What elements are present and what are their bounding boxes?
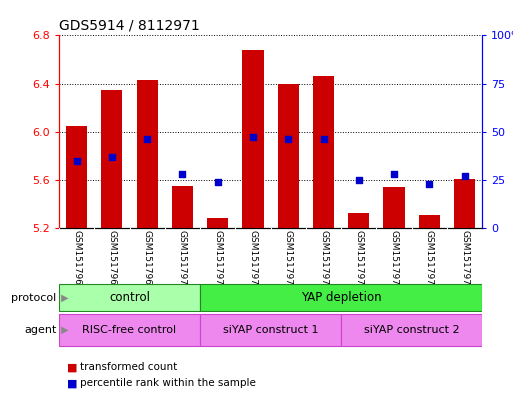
Point [284,136,292,143]
Bar [313,76,334,228]
Text: ▶: ▶ [58,325,69,335]
Text: GSM1517971: GSM1517971 [213,230,222,291]
Point [425,180,433,187]
Text: GSM1517976: GSM1517976 [389,230,399,291]
Point [179,171,187,177]
Bar [172,186,193,228]
Text: GSM1517970: GSM1517970 [178,230,187,291]
Bar [383,187,405,228]
Bar [200,314,341,346]
Text: GSM1517972: GSM1517972 [248,230,258,291]
Bar [207,218,228,228]
Text: GSM1517969: GSM1517969 [143,230,152,291]
Point [354,176,363,183]
Text: ▶: ▶ [58,293,69,303]
Bar [59,314,200,346]
Bar [348,213,369,228]
Text: YAP depletion: YAP depletion [301,291,382,304]
Text: siYAP construct 2: siYAP construct 2 [364,325,460,335]
Text: control: control [109,291,150,304]
Bar [419,215,440,228]
Point [320,136,328,143]
Bar [454,178,475,228]
Text: RISC-free control: RISC-free control [83,325,176,335]
Bar [278,83,299,228]
Text: agent: agent [24,325,56,335]
Text: ■: ■ [67,362,77,373]
Bar [200,285,482,311]
Text: transformed count: transformed count [80,362,177,373]
Point [143,136,151,143]
Point [72,157,81,163]
Text: GSM1517973: GSM1517973 [284,230,293,291]
Bar [242,50,264,228]
Text: GSM1517975: GSM1517975 [354,230,363,291]
Text: percentile rank within the sample: percentile rank within the sample [80,378,255,388]
Point [108,154,116,160]
Text: siYAP construct 1: siYAP construct 1 [223,325,319,335]
Point [461,173,469,179]
Bar [341,314,482,346]
Bar [66,126,87,228]
Point [213,178,222,185]
Point [390,171,398,177]
Text: GSM1517974: GSM1517974 [319,230,328,291]
Point [249,134,257,141]
Text: protocol: protocol [11,293,56,303]
Bar [101,90,123,228]
Text: ■: ■ [67,378,77,388]
Bar [136,80,157,228]
Bar [59,285,200,311]
Text: GSM1517978: GSM1517978 [460,230,469,291]
Text: GSM1517977: GSM1517977 [425,230,434,291]
Text: GDS5914 / 8112971: GDS5914 / 8112971 [59,19,200,33]
Text: GSM1517968: GSM1517968 [107,230,116,291]
Text: GSM1517967: GSM1517967 [72,230,81,291]
